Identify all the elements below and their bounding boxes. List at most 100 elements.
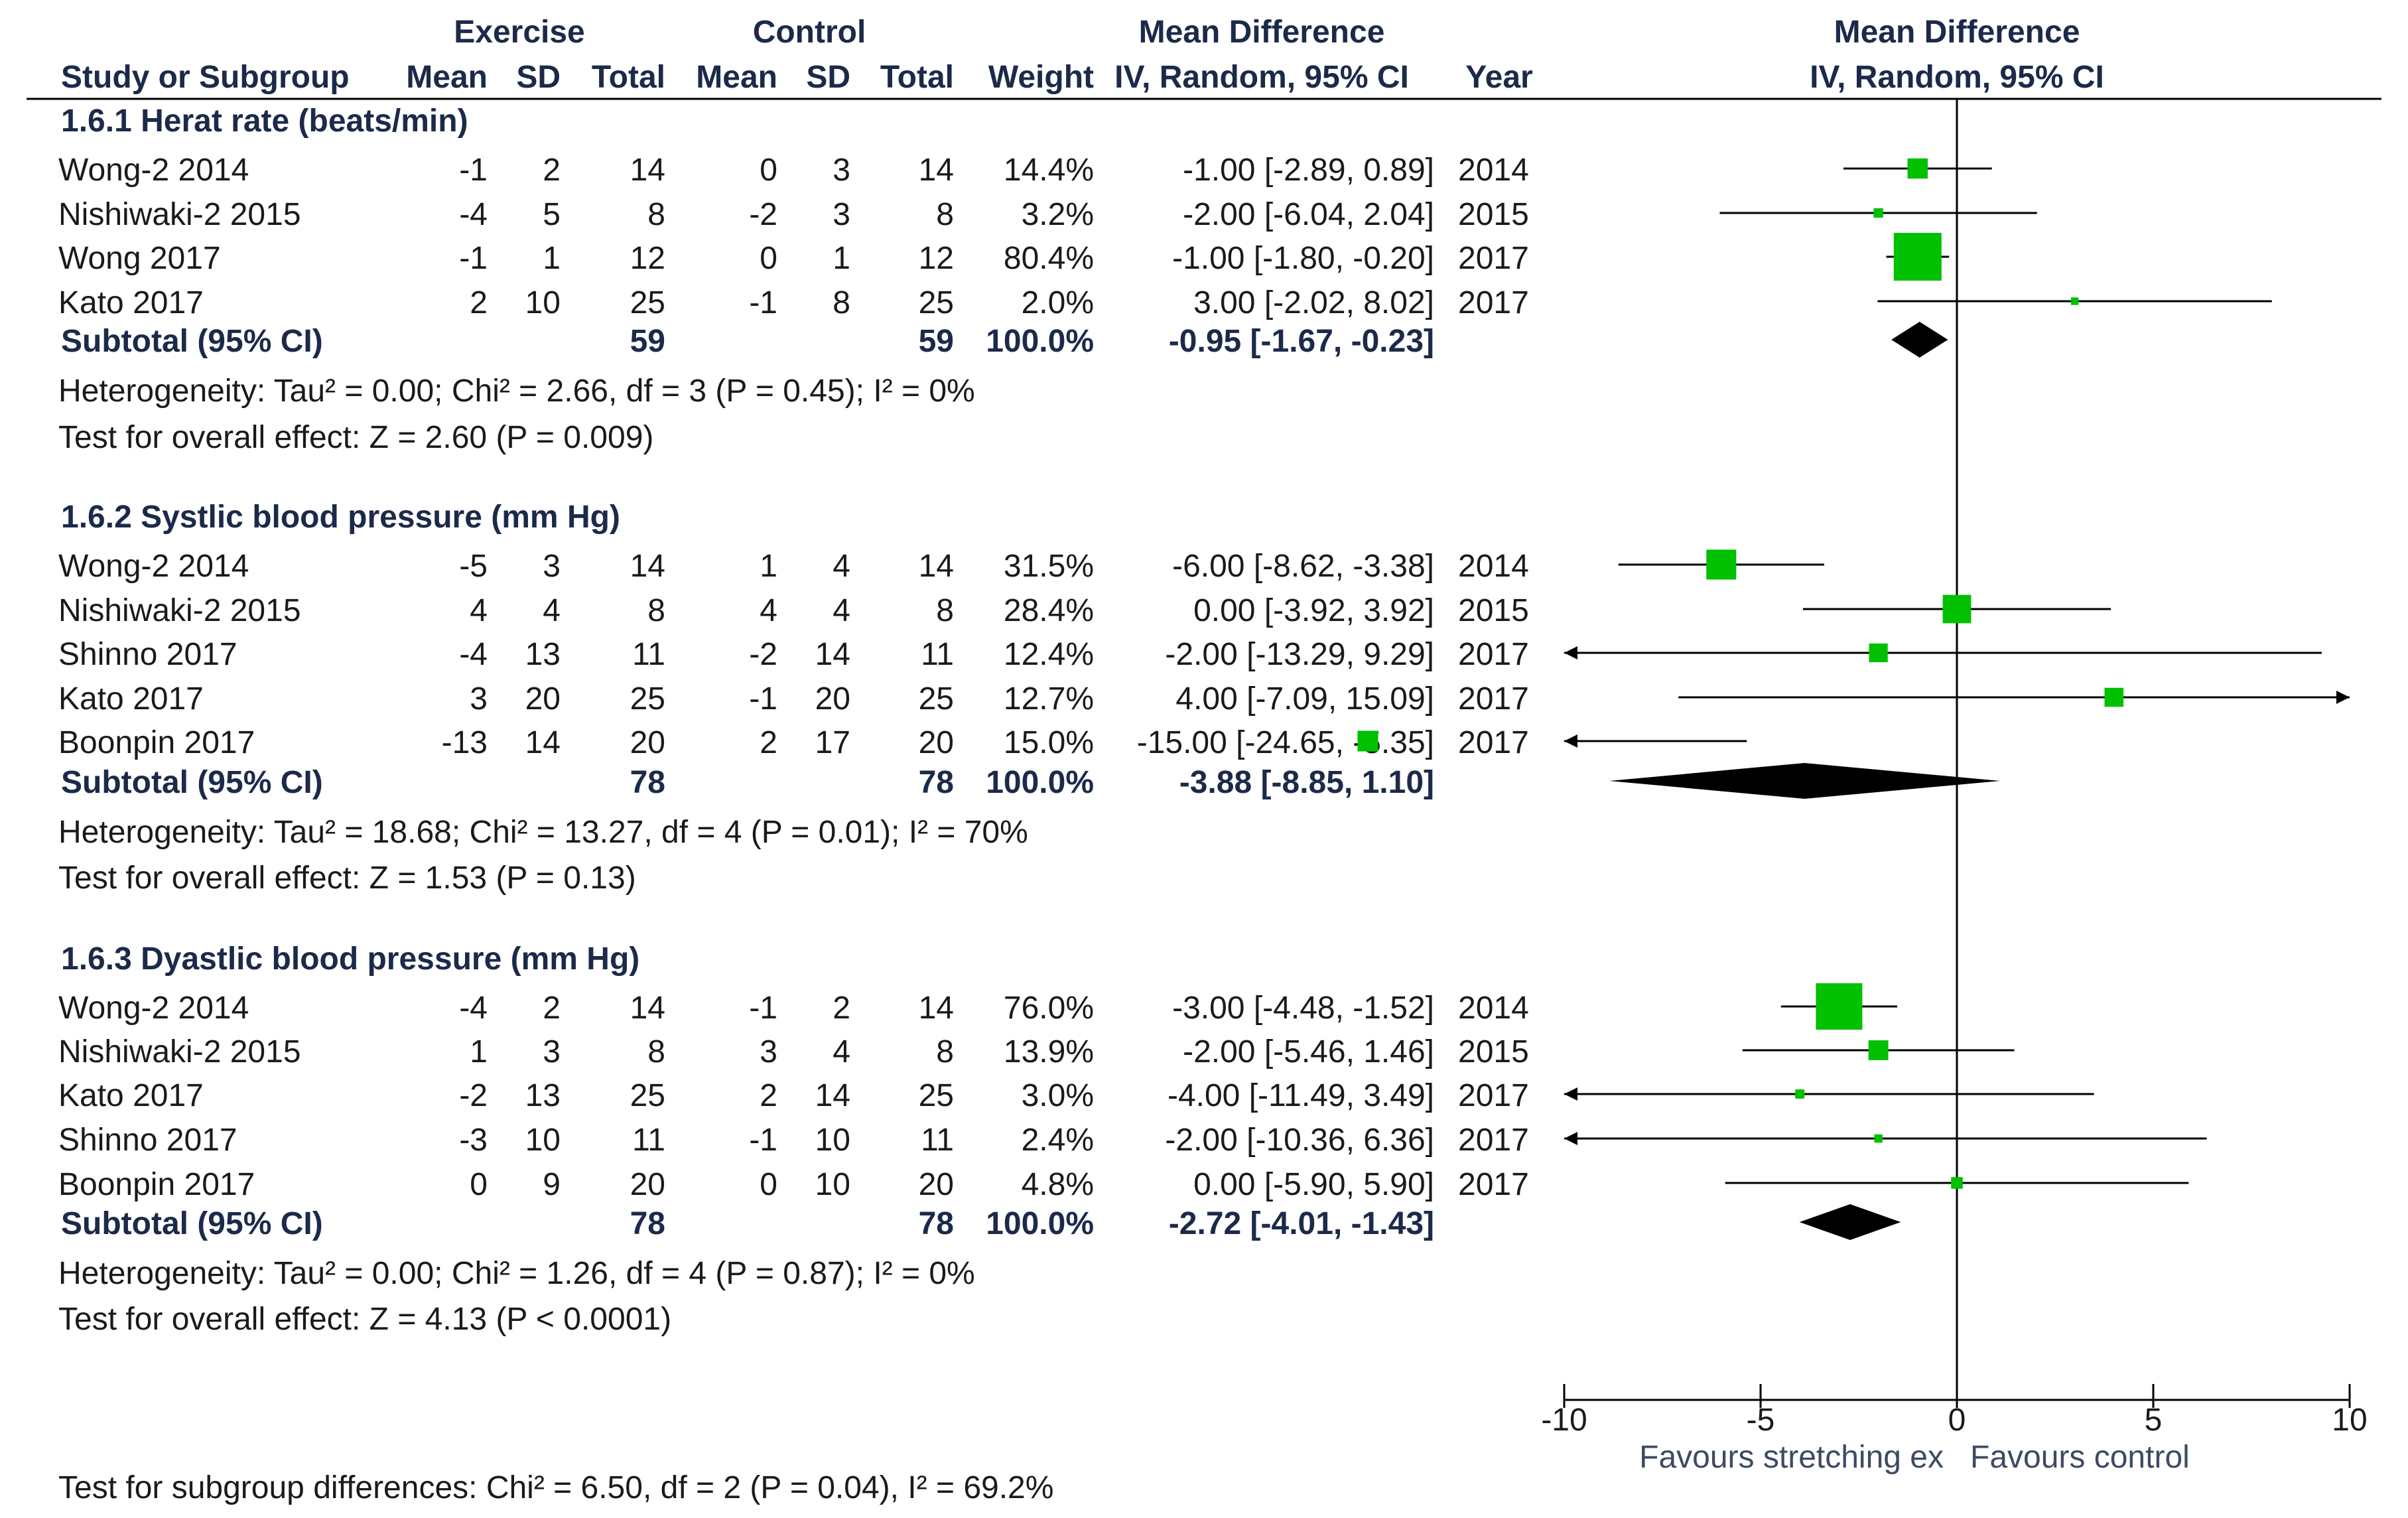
subtotal-diamond [1891, 322, 1948, 358]
x-tick-label: 0 [1948, 1403, 1966, 1438]
study-weight: 13.9% [1004, 1034, 1094, 1070]
x-tick-label: 5 [2145, 1403, 2163, 1438]
control-total: 25 [919, 1078, 954, 1113]
study-weight: 2.4% [1022, 1123, 1094, 1158]
subtotal-label: Subtotal (95% CI) [61, 1206, 323, 1241]
study-name: Boonpin 2017 [58, 725, 255, 760]
study-ci: -2.00 [-5.46, 1.46] [1183, 1034, 1434, 1070]
study-weight: 12.4% [1004, 637, 1094, 672]
study-point [2070, 297, 2079, 305]
study-point [1942, 594, 1972, 624]
study-weight: 15.0% [1004, 725, 1094, 760]
exercise-mean-header: Mean [406, 60, 488, 95]
control-sd: 17 [815, 725, 850, 760]
study-weight: 3.2% [1022, 197, 1094, 232]
control-sd: 1 [833, 241, 850, 276]
control-mean: 1 [760, 549, 777, 584]
subtotal-ci: -0.95 [-1.67, -0.23] [1169, 324, 1434, 359]
exercise-mean: -1 [459, 153, 488, 188]
control-total: 11 [921, 637, 954, 672]
favours-left-label: Favours stretching ex [1639, 1440, 1944, 1475]
control-total: 8 [936, 197, 954, 232]
exercise-sd: 9 [543, 1167, 561, 1202]
heterogeneity-text: Heterogeneity: Tau² = 18.68; Chi² = 13.2… [58, 815, 1028, 850]
control-mean: 2 [760, 725, 777, 760]
control-total: 14 [919, 991, 954, 1026]
control-group-header: Control [753, 15, 866, 50]
control-sd: 4 [833, 1034, 850, 1070]
heterogeneity-text: Heterogeneity: Tau² = 0.00; Chi² = 2.66,… [58, 374, 975, 409]
control-sd: 3 [833, 153, 850, 188]
study-name: Boonpin 2017 [58, 1167, 255, 1202]
exercise-mean: -2 [459, 1078, 488, 1113]
study-weight: 3.0% [1022, 1078, 1094, 1113]
study-year: 2017 [1458, 681, 1529, 717]
study-ci: 3.00 [-2.02, 8.02] [1193, 285, 1434, 320]
overall-effect-text: Test for overall effect: Z = 1.53 (P = 0… [58, 861, 636, 896]
control-mean: -1 [749, 1123, 777, 1158]
exercise-sd: 1 [543, 241, 561, 276]
exercise-total: 11 [632, 637, 665, 672]
subgroup-title: 1.6.3 Dyastlic blood pressure (mm Hg) [61, 941, 639, 977]
exercise-mean: -4 [459, 637, 488, 672]
control-total: 12 [919, 241, 954, 276]
study-point [1869, 643, 1888, 663]
exercise-sd: 4 [543, 593, 561, 628]
study-year: 2017 [1458, 1167, 1529, 1202]
control-total: 14 [919, 549, 954, 584]
study-point [1795, 1089, 1805, 1099]
study-name: Wong-2 2014 [58, 153, 249, 188]
plot-ci-header: IV, Random, 95% CI [1810, 60, 2104, 95]
study-weight: 4.8% [1022, 1167, 1094, 1202]
control-total: 8 [936, 593, 954, 628]
study-ci: -4.00 [-11.49, 3.49] [1168, 1078, 1434, 1113]
control-sd: 8 [833, 285, 850, 320]
plot-mean-difference-header: Mean Difference [1834, 15, 2080, 50]
exercise-total: 8 [647, 593, 665, 628]
study-ci: -1.00 [-2.89, 0.89] [1183, 153, 1434, 188]
exercise-sd: 2 [543, 991, 561, 1026]
study-point [1816, 983, 1863, 1030]
exercise-sd: 13 [525, 1078, 561, 1113]
heterogeneity-text: Heterogeneity: Tau² = 0.00; Chi² = 1.26,… [58, 1256, 975, 1291]
overall-effect-text: Test for overall effect: Z = 2.60 (P = 0… [58, 420, 653, 455]
subtotal-control-total: 78 [919, 765, 954, 800]
study-weight: 28.4% [1004, 593, 1094, 628]
study-point [2104, 687, 2124, 707]
subtotal-exercise-total: 78 [630, 1206, 665, 1241]
study-weight: 80.4% [1004, 241, 1094, 276]
control-total: 20 [919, 1167, 954, 1202]
study-ci: -6.00 [-8.62, -3.38] [1172, 549, 1434, 584]
exercise-mean: -13 [442, 725, 488, 760]
study-point [1357, 730, 1378, 752]
control-total: 11 [921, 1123, 954, 1158]
study-column-header: Study or Subgroup [61, 60, 350, 95]
subtotal-exercise-total: 78 [630, 765, 665, 800]
control-mean: 0 [760, 241, 777, 276]
exercise-mean: -4 [459, 197, 488, 232]
study-year: 2014 [1458, 153, 1529, 188]
control-mean: -2 [749, 197, 777, 232]
study-weight: 14.4% [1004, 153, 1094, 188]
study-point [1951, 1177, 1963, 1189]
exercise-total: 11 [632, 1123, 665, 1158]
ci-header: IV, Random, 95% CI [1114, 60, 1409, 95]
subtotal-ci: -3.88 [-8.85, 1.10] [1179, 765, 1434, 800]
subtotal-diamond [1609, 763, 2001, 799]
study-year: 2015 [1458, 197, 1529, 232]
exercise-total: 14 [630, 991, 665, 1026]
study-year: 2017 [1458, 1123, 1529, 1158]
exercise-total: 20 [630, 1167, 665, 1202]
year-header: Year [1465, 60, 1532, 95]
study-point [1873, 208, 1883, 218]
control-mean: 4 [760, 593, 777, 628]
x-tick-label: -5 [1747, 1403, 1775, 1438]
study-year: 2017 [1458, 725, 1529, 760]
control-sd-header: SD [806, 60, 850, 95]
exercise-total: 20 [630, 725, 665, 760]
control-sd: 2 [833, 991, 850, 1026]
exercise-total: 8 [647, 197, 665, 232]
study-weight: 2.0% [1022, 285, 1094, 320]
exercise-total: 25 [630, 681, 665, 717]
study-name: Nishiwaki-2 2015 [58, 593, 301, 628]
